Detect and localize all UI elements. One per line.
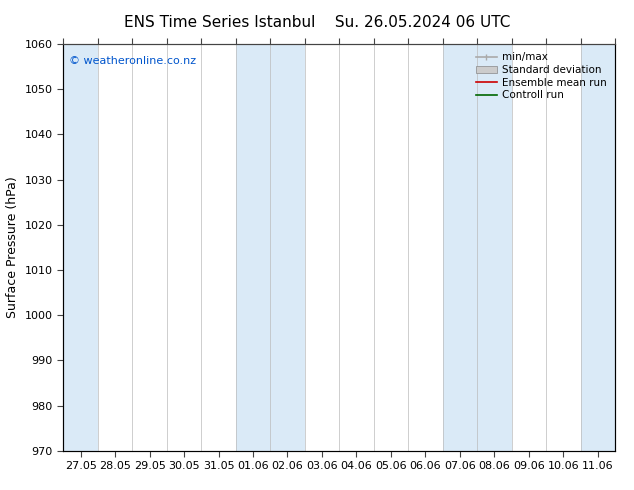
- Bar: [236, 44, 270, 451]
- Bar: [477, 44, 512, 451]
- Text: ENS Time Series Istanbul    Su. 26.05.2024 06 UTC: ENS Time Series Istanbul Su. 26.05.2024 …: [124, 15, 510, 30]
- Bar: [63, 44, 98, 451]
- Text: © weatheronline.co.nz: © weatheronline.co.nz: [69, 56, 196, 66]
- Bar: [270, 44, 305, 451]
- Legend: min/max, Standard deviation, Ensemble mean run, Controll run: min/max, Standard deviation, Ensemble me…: [473, 49, 610, 103]
- Bar: [581, 44, 615, 451]
- Bar: [443, 44, 477, 451]
- Y-axis label: Surface Pressure (hPa): Surface Pressure (hPa): [6, 176, 19, 318]
